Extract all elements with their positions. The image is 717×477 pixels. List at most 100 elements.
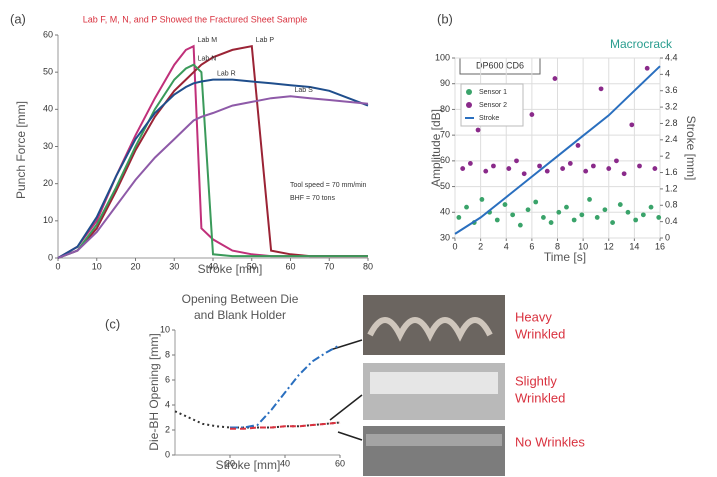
annotation: BHF = 70 tons: [290, 195, 335, 202]
data-point: [514, 158, 519, 164]
x-tick-label: 40: [208, 261, 218, 271]
y-tick-label: 8: [165, 349, 170, 359]
y-tick-label: 70: [440, 130, 450, 140]
y-tick-label: 30: [43, 141, 53, 151]
x-axis-title: Stroke [mm]: [198, 262, 263, 276]
panel-label: (a): [10, 11, 26, 26]
y-tick-label: 50: [43, 67, 53, 77]
data-point: [606, 166, 612, 171]
x-tick-label: 60: [285, 261, 295, 271]
data-point: [517, 222, 523, 228]
chart-title: DP600 CD6: [476, 60, 524, 70]
y2-tick-label: 2.8: [665, 118, 678, 128]
data-point: [564, 204, 569, 210]
data-point: [602, 207, 608, 213]
data-point: [583, 168, 589, 174]
y2-tick-label: 2.4: [665, 134, 678, 144]
data-point: [529, 112, 535, 117]
leader-line: [329, 394, 363, 421]
y2-tick-label: 1.6: [665, 167, 678, 177]
x-tick-label: 40: [280, 458, 290, 468]
x-tick-label: 2: [478, 241, 483, 251]
data-point: [506, 166, 512, 171]
x-tick-label: 50: [247, 261, 257, 271]
data-point: [575, 143, 581, 148]
y-tick-label: 2: [165, 424, 170, 434]
data-point: [533, 199, 539, 205]
leader-line: [329, 339, 363, 351]
data-point: [491, 163, 496, 169]
data-point: [541, 215, 546, 220]
y-tick-label: 6: [165, 374, 170, 384]
photo-label: Heavy: [515, 309, 552, 324]
y2-tick-label: 4.4: [665, 52, 678, 62]
data-point: [467, 161, 473, 166]
y-tick-label: 100: [435, 52, 450, 62]
y2-tick-label: 0.4: [665, 216, 678, 226]
series-line: [230, 421, 341, 430]
y2-tick-label: 0: [665, 232, 670, 242]
x-tick-label: 10: [92, 261, 102, 271]
x-tick-label: 20: [130, 261, 140, 271]
data-point: [552, 76, 558, 81]
y2-tick-label: 0.8: [665, 200, 678, 210]
x-tick-label: 0: [452, 241, 457, 251]
data-point: [610, 220, 615, 225]
y-tick-label: 40: [43, 104, 53, 114]
data-point: [567, 161, 573, 166]
x-tick-label: 8: [555, 241, 560, 251]
y2-tick-label: 3.2: [665, 101, 678, 111]
data-point: [537, 163, 542, 169]
photo-label: Wrinkled: [515, 390, 565, 405]
x-tick-label: 4: [504, 241, 509, 251]
y-tick-label: 90: [440, 78, 450, 88]
x-tick-label: 6: [529, 241, 534, 251]
photo-label: Wrinkled: [515, 326, 565, 341]
leader-line: [337, 431, 363, 441]
data-point: [594, 215, 600, 220]
y-tick-label: 0: [48, 252, 53, 262]
legend-label: Stroke: [479, 115, 499, 122]
photo-label: No Wrinkles: [515, 434, 585, 449]
x-tick-label: 12: [604, 241, 614, 251]
data-point: [464, 204, 469, 210]
x-tick-label: 20: [225, 458, 235, 468]
data-point: [598, 86, 604, 92]
data-point: [633, 217, 639, 223]
data-point: [475, 127, 481, 133]
series-line: [454, 65, 661, 235]
y2-tick-label: 1.2: [665, 183, 678, 193]
series-label: Lab N: [198, 56, 217, 63]
legend-label: Sensor 2: [479, 102, 507, 109]
y-tick-label: 10: [160, 324, 170, 334]
y2-tick-label: 4: [665, 69, 670, 79]
y-axis-title: Die-BH Opening [mm]: [147, 333, 161, 450]
data-point: [510, 212, 516, 218]
photo-none: [363, 426, 505, 476]
data-point: [637, 163, 642, 169]
data-point: [590, 163, 596, 169]
data-point: [652, 166, 658, 171]
panel-label: (c): [105, 316, 120, 331]
chart-title: Opening Between Die: [182, 292, 299, 306]
series-label: Lab P: [256, 37, 275, 44]
series-line: [57, 63, 368, 259]
data-point: [556, 209, 562, 215]
y-tick-label: 50: [440, 181, 450, 191]
data-point: [544, 168, 550, 174]
data-point: [502, 202, 508, 207]
legend-swatch: [466, 102, 472, 108]
y2-tick-label: 3.6: [665, 85, 678, 95]
data-point: [494, 217, 500, 223]
data-point: [456, 215, 462, 220]
y-tick-label: 60: [440, 155, 450, 165]
y2-axis-title: Stroke [mm]: [684, 116, 698, 181]
y-tick-label: 30: [440, 232, 450, 242]
data-point: [617, 202, 623, 207]
legend-swatch: [466, 89, 472, 95]
data-point: [644, 65, 650, 71]
series-label: Lab M: [198, 37, 218, 44]
data-point: [483, 168, 489, 174]
data-point: [560, 166, 566, 171]
x-tick-label: 16: [655, 241, 665, 251]
